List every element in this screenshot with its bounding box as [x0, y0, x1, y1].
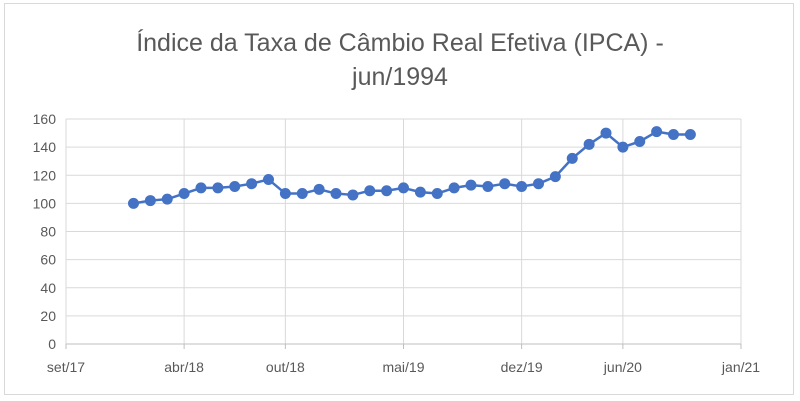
data-point [381, 185, 393, 197]
data-point [229, 181, 241, 192]
data-point [398, 182, 409, 194]
data-point [364, 185, 376, 197]
data-point [499, 178, 511, 190]
data-point [178, 188, 190, 200]
data-point [448, 182, 460, 194]
data-point [516, 181, 528, 192]
y-tick-label: 80 [40, 224, 56, 240]
data-point [313, 183, 325, 195]
x-tick-label: abr/18 [164, 359, 204, 375]
axes [65, 343, 742, 349]
data-point [195, 182, 207, 194]
y-tick-label: 0 [48, 336, 56, 352]
data-point [347, 189, 359, 201]
y-tick-label: 100 [33, 195, 57, 211]
x-tick-label: jan/21 [721, 359, 760, 375]
y-tick-label: 120 [33, 167, 57, 183]
data-point [144, 195, 156, 207]
y-tick-label: 140 [33, 139, 57, 155]
chart-title-line-1: Índice da Taxa de Câmbio Real Efetiva (I… [136, 29, 664, 57]
data-point [330, 188, 342, 200]
data-point [566, 152, 578, 164]
data-point [651, 126, 663, 138]
gridlines [65, 118, 742, 344]
data-point [617, 141, 629, 153]
tick-labels: 0 20 40 60 80 100 120 140 160 set/17 abr/18 out/18 m… [33, 111, 761, 375]
y-tick-label: 40 [40, 280, 56, 296]
data-point [600, 127, 612, 139]
data-point [668, 128, 679, 140]
data-point [549, 171, 561, 183]
data-point [431, 188, 443, 200]
x-tick-label: out/18 [266, 359, 305, 375]
x-tick-label: dez/19 [501, 359, 543, 375]
x-tick-label: mai/19 [382, 359, 424, 375]
x-tick-label: jun/20 [603, 359, 642, 375]
data-point [212, 182, 224, 194]
data-point [583, 138, 595, 150]
data-point [128, 197, 139, 209]
data-point [482, 181, 494, 192]
data-point [279, 188, 291, 200]
data-point [296, 188, 308, 200]
chart-title-line-2: jun/1994 [352, 63, 448, 91]
series-layer [128, 126, 696, 209]
data-point [263, 173, 274, 185]
chart-title: Índice da Taxa de Câmbio Real Efetiva (I… [0, 26, 800, 94]
data-point [246, 178, 258, 190]
data-point [465, 179, 477, 191]
y-tick-label: 20 [40, 308, 56, 324]
data-point [414, 186, 426, 198]
x-tick-label: set/17 [47, 359, 85, 375]
data-point [684, 128, 696, 140]
data-point [161, 193, 173, 205]
y-tick-label: 160 [33, 111, 57, 127]
data-point [533, 178, 544, 190]
y-tick-label: 60 [40, 252, 56, 268]
series-line [133, 130, 691, 205]
data-point [634, 136, 646, 147]
